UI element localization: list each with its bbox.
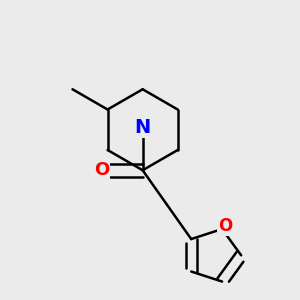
Text: O: O <box>94 161 109 179</box>
Text: N: N <box>134 118 151 137</box>
Text: O: O <box>218 217 232 235</box>
